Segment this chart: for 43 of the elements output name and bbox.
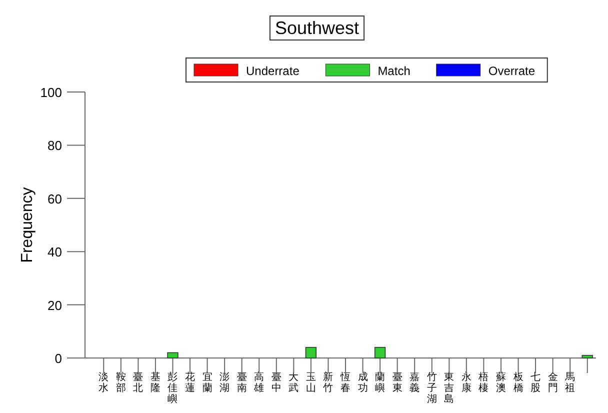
x-tick-label: 蘇澳 bbox=[496, 371, 506, 394]
x-tick-label: 馬祖 bbox=[564, 372, 576, 394]
x-tick-label: 臺中 bbox=[271, 371, 282, 394]
x-tick-label: 成功 bbox=[358, 371, 368, 394]
x-tick-label: 彭佳嶼 bbox=[168, 371, 178, 405]
legend-label: Match bbox=[378, 64, 410, 78]
y-tick-label: 0 bbox=[54, 351, 62, 366]
x-tick-label: 恆春 bbox=[340, 371, 350, 394]
x-tick-label: 永康 bbox=[461, 371, 472, 394]
x-tick-label: 宜蘭 bbox=[202, 371, 212, 394]
bar bbox=[167, 352, 178, 358]
legend-label: Underrate bbox=[246, 64, 300, 78]
bar bbox=[305, 346, 317, 358]
y-axis-title: Frequency bbox=[19, 187, 36, 263]
x-tick-label: 竹子湖 bbox=[426, 371, 437, 405]
y-tick-label: 20 bbox=[48, 298, 62, 313]
x-tick-label: 花蓮 bbox=[185, 371, 196, 394]
bar bbox=[374, 346, 386, 358]
x-tick-label: 玉山 bbox=[306, 372, 316, 394]
y-tick-label: 40 bbox=[48, 244, 62, 260]
x-tick-label: 東吉島 bbox=[444, 371, 454, 405]
x-tick-label: 大武 bbox=[288, 371, 299, 394]
x-tick-label: 七股 bbox=[530, 371, 541, 394]
x-tick-label: 臺北 bbox=[133, 371, 144, 394]
x-tick-label: 嘉義 bbox=[410, 371, 420, 394]
x-tick-label: 金門 bbox=[548, 371, 558, 394]
x-tick-label: 淡水 bbox=[98, 371, 109, 394]
x-tick-label: 板橋 bbox=[512, 371, 524, 394]
x-tick-label: 臺東 bbox=[392, 371, 402, 394]
y-tick-label: 100 bbox=[40, 85, 62, 100]
x-tick-label: 鞍部 bbox=[116, 371, 126, 394]
x-tick-label: 新竹 bbox=[323, 371, 334, 394]
bar bbox=[582, 354, 593, 358]
x-tick-label: 蘭嶼 bbox=[375, 371, 386, 394]
x-tick-label: 基隆 bbox=[150, 371, 160, 394]
y-tick-label: 60 bbox=[48, 191, 62, 206]
legend-label: Overrate bbox=[488, 64, 536, 78]
y-tick-label: 80 bbox=[48, 138, 62, 154]
x-tick-label: 高雄 bbox=[253, 371, 264, 394]
chart-title: Southwest bbox=[274, 18, 360, 38]
x-tick-label: 梧棲 bbox=[478, 371, 489, 394]
x-tick-label: 臺南 bbox=[236, 371, 247, 394]
x-tick-label: 澎湖 bbox=[220, 371, 230, 394]
